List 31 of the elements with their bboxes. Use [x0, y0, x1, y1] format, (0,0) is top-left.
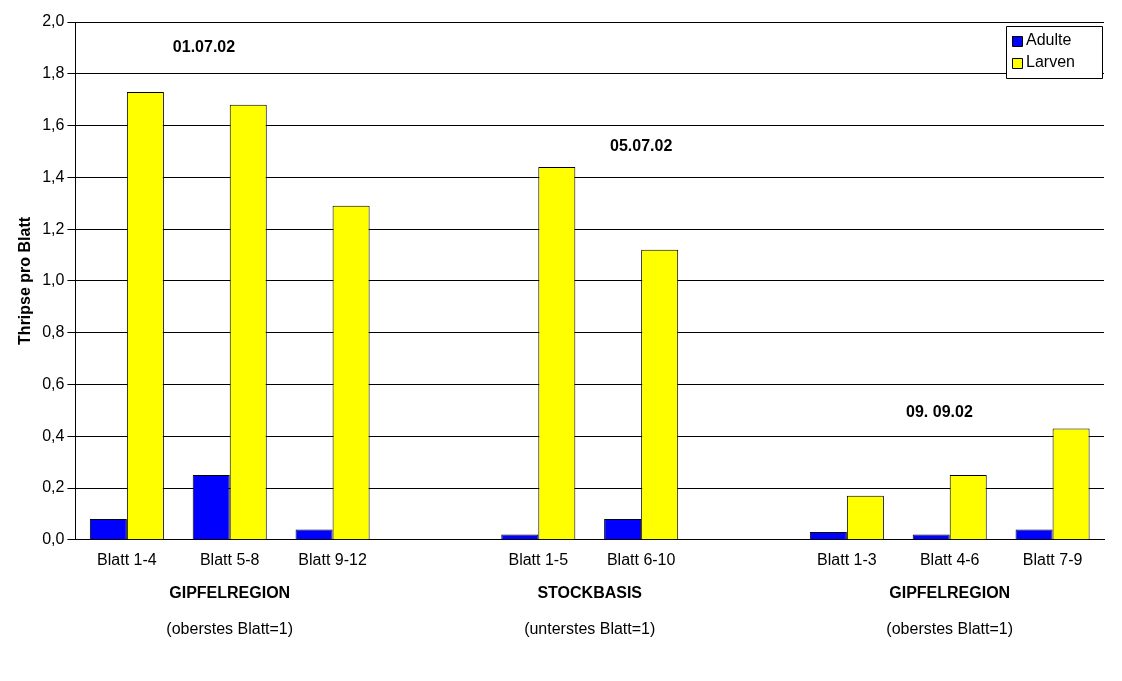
x-tick-label: Blatt 6-10 [606, 550, 676, 568]
y-tick-label: 0,4 [42, 426, 65, 444]
y-tick-label: 1,6 [42, 115, 65, 133]
x-tick-label: Blatt 5-8 [199, 550, 260, 568]
x-tick-label: Blatt 1-3 [817, 550, 877, 568]
x-tick-label: Blatt 4-6 [919, 550, 980, 568]
x-tick-label: Blatt 9-12 [298, 550, 367, 568]
text: (oberstes Blatt=1) [166, 620, 294, 638]
y-tick-label: 0,6 [42, 374, 65, 392]
text: (oberstes Blatt=1) [886, 620, 1014, 638]
x-tick-label: Blatt 1-5 [508, 550, 569, 568]
x-tick-label: Blatt 1-4 [97, 550, 157, 568]
y-axis-title: Thripse pro Blatt [16, 216, 34, 345]
y-tick-label: 2,0 [42, 12, 65, 30]
x-tick-label: Blatt 7-9 [1022, 550, 1083, 568]
y-tick-label: 1,0 [42, 271, 65, 289]
legend-label: Adulte [1026, 31, 1072, 49]
y-tick-label: 1,2 [42, 219, 65, 237]
annotation: 01.07.02 [172, 38, 236, 56]
legend-label: Larven [1026, 53, 1075, 71]
annotation: 05.07.02 [610, 136, 673, 154]
y-tick-label: 1,4 [42, 167, 65, 185]
y-tick-label: 0,2 [42, 478, 65, 496]
y-tick-label: 0,8 [42, 323, 65, 341]
text: STOCKBASIS [537, 584, 643, 602]
text: GIPFELREGION [889, 584, 1011, 602]
y-tick-label: 0,0 [42, 530, 65, 548]
y-tick-label: 1,8 [42, 64, 65, 82]
text: (unterstes Blatt=1) [524, 620, 656, 638]
annotation: 09. 09.02 [906, 403, 973, 421]
text: GIPFELREGION [169, 584, 291, 602]
